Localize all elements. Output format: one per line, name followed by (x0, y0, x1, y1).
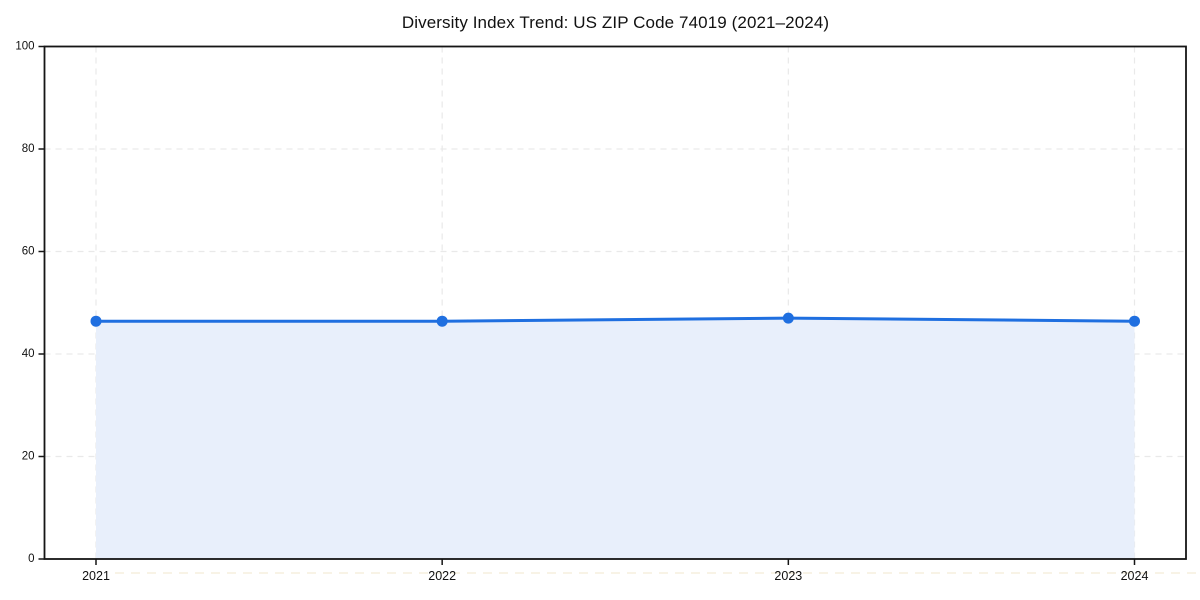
x-tick-label: 2021 (82, 569, 110, 583)
data-point-2022 (436, 315, 448, 327)
plot-border (43, 45, 1187, 560)
trend-line (94, 316, 1136, 323)
x-tick-label: 2024 (1121, 569, 1149, 583)
y-tick-label: 100 (15, 41, 34, 53)
y-tick-label: 80 (22, 143, 35, 155)
y-tick-label: 0 (28, 553, 34, 565)
chart-title: Diversity Index Trend: US ZIP Code 74019… (401, 13, 830, 32)
data-point-2021 (90, 315, 102, 327)
data-point-2023 (782, 312, 794, 324)
y-tick-label: 20 (22, 451, 35, 463)
y-tick-label: 40 (22, 348, 35, 360)
data-point-2024 (1129, 315, 1140, 327)
y-tick-label: 60 (22, 246, 35, 258)
x-tick-label: 2022 (428, 569, 456, 583)
area-fill (96, 318, 1135, 559)
x-tick-label: 2023 (774, 569, 802, 583)
